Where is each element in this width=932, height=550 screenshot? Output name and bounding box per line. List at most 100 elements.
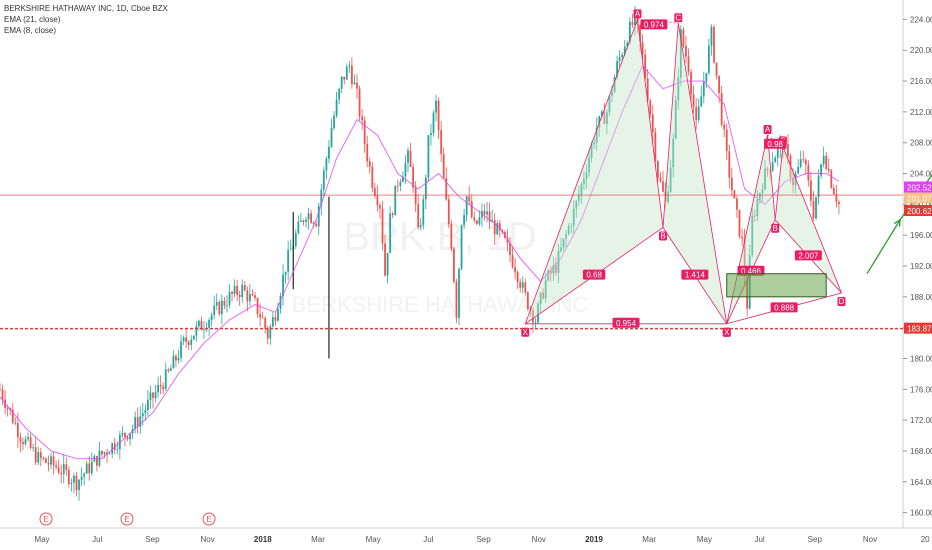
candle-body [687,56,690,72]
candle-body [300,220,302,222]
price-tick-label: 172.00 [910,416,932,425]
pattern1-point-badge [674,13,683,23]
candle-body [521,282,524,288]
candle-body [414,187,417,204]
candle-body [603,111,606,124]
time-tick-label: Jul [754,535,764,544]
earnings-marker [39,512,53,526]
candle-body [192,335,195,340]
candle-body [254,295,256,298]
candle-body [424,177,427,200]
candle-body [45,458,47,463]
candle-body [478,217,481,224]
candle-body [468,196,471,202]
candle-body [514,267,516,273]
projection-arrow-head-1 [893,218,901,227]
candle-body [524,282,527,293]
candle-body [396,185,399,187]
candle-body [343,76,346,80]
price-tick-label: 216.00 [910,77,932,86]
candle-body [419,225,422,228]
candle-body [817,175,820,197]
time-tick-label: 2019 [585,535,603,544]
candle-body [493,220,496,235]
candle-body [6,407,9,409]
earnings-label: E [124,515,129,524]
candle-body [210,314,213,320]
candle-body [557,250,560,273]
candle-body [50,456,52,465]
time-tick-label: May [34,535,49,544]
candle-body [733,190,736,199]
candle-body [445,178,448,200]
price-tick-label: 160.00 [910,509,932,518]
ema-layer [0,64,840,460]
candle-body [200,320,203,330]
candle-body [623,46,626,55]
candle-body [657,161,659,178]
candle-body [588,157,590,173]
candle-body [832,187,835,195]
price-axis-ticks: 160.00164.00168.00172.00176.00180.00184.… [903,15,932,518]
candle-body [797,166,800,174]
candle-body [381,208,384,244]
candle-body [322,170,325,190]
candle-body [307,213,310,220]
candle-body [713,26,715,63]
candle-body [16,422,19,438]
candle-body [549,270,552,274]
lines-layer [0,168,932,330]
candle-body [335,99,338,116]
candle-body [544,280,547,299]
candle-body [583,178,585,184]
candle-body [516,272,519,283]
time-tick-label: Sep [476,535,491,544]
candle-body [761,189,764,194]
candle-body [654,132,657,162]
candle-body [537,303,539,323]
candle-body [164,369,167,390]
pattern-layer: XABCDXABCD0.680.9741.4140.9540.4662.0070… [521,9,846,337]
candle-body [674,100,677,139]
pattern1-ratio-xb-badge [582,269,606,280]
candle-body [310,213,312,223]
candle-body [697,106,700,120]
candle-body [366,144,369,162]
candle-body [458,268,460,318]
candle-body [532,310,534,323]
pattern2-ratio-xd-badge [770,302,798,313]
candle-body [789,155,792,178]
candle-body [251,294,254,296]
candle-body [19,437,22,442]
candle-body [29,437,32,448]
price-tick-label: 200.00 [910,200,932,209]
candle-body [266,328,269,339]
candle-body [751,215,754,256]
candle-body [208,319,210,328]
candle-body [702,81,705,97]
candle-body [361,116,363,121]
support-marker-label: 183.87 [907,325,932,334]
pattern2-ratio-bd: 2.007 [798,251,819,260]
pattern1-point-badge [659,231,667,241]
candle-body [27,437,29,440]
candle-body [473,217,476,221]
candle-body [677,77,680,101]
pattern2-point-label: B [773,224,778,233]
candle-body [509,242,511,255]
candle-body [491,220,494,222]
price-tick-label: 212.00 [910,108,932,117]
candle-body [249,294,251,302]
candle-body [274,317,277,321]
pattern1-ratio-bd: 1.414 [685,271,706,280]
pattern2-ratio-xb: 0.466 [741,267,762,276]
candle-body [340,76,343,89]
price-tick-label: 180.00 [910,354,932,363]
candle-body [628,21,631,43]
candle-body [75,475,78,491]
candle-body [353,82,356,85]
candle-body [213,305,216,315]
pattern1-point-badge [521,327,530,337]
watermark-name: BERKSHIRE HATHAWAY INC [292,292,589,317]
